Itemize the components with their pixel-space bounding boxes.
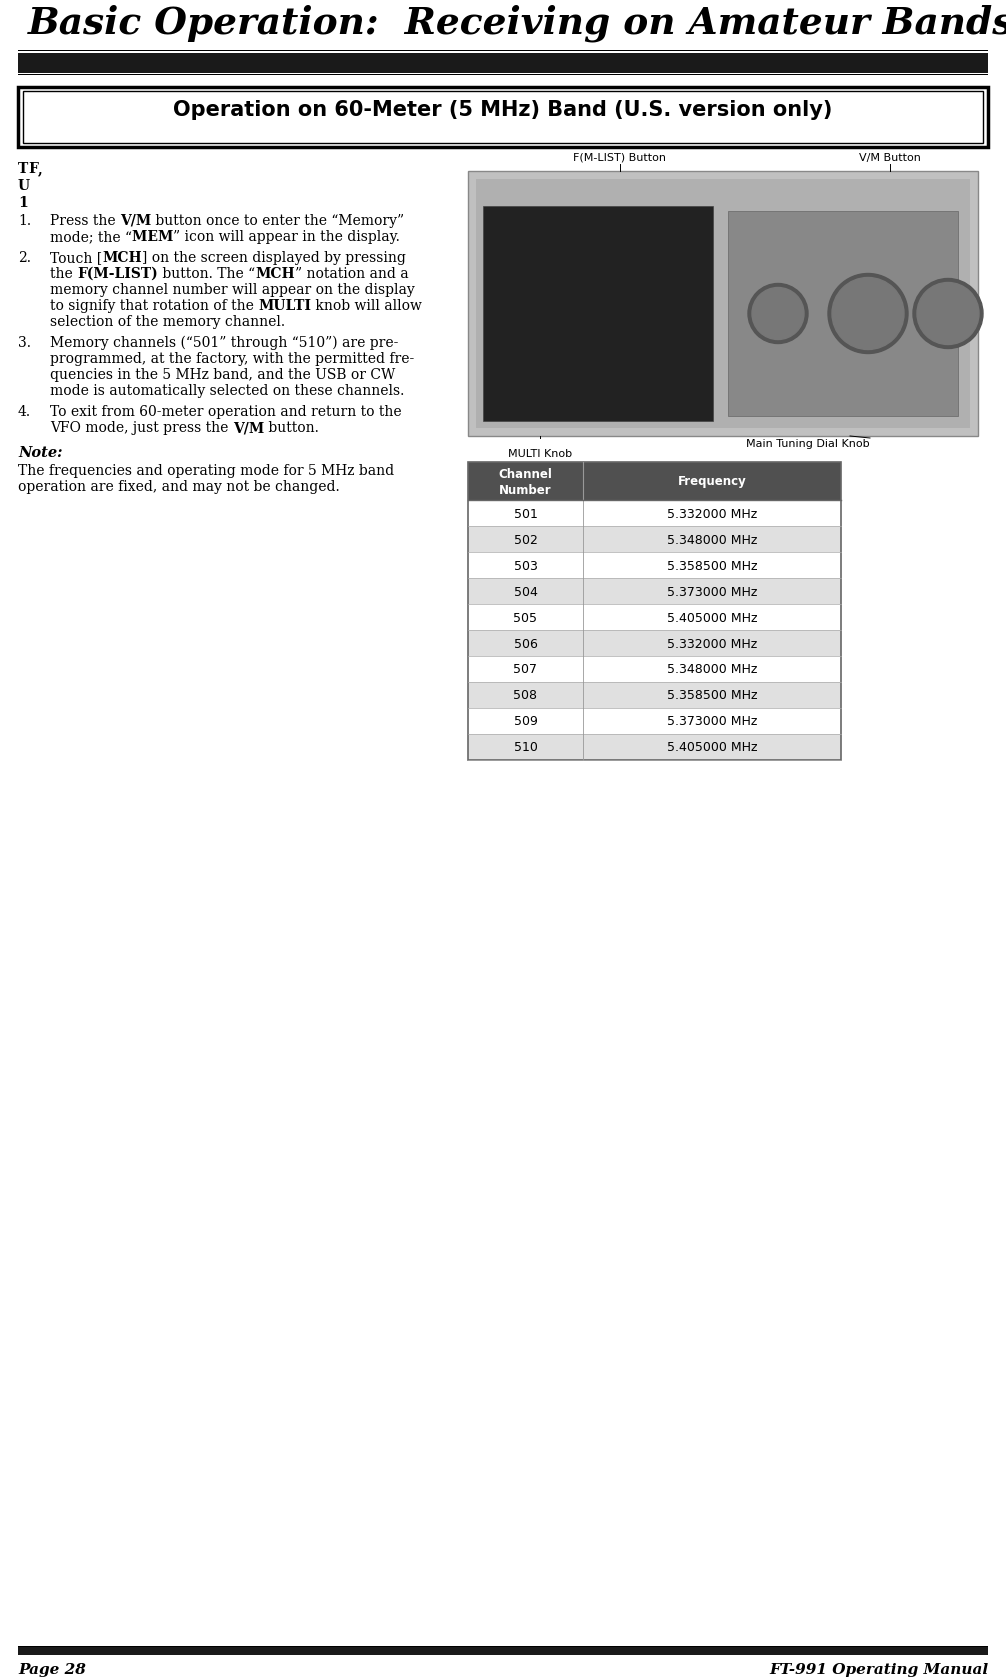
Bar	[468, 578, 841, 605]
Text: 5.405000 MHz: 5.405000 MHz	[667, 612, 758, 625]
Text: to signify that rotation of the: to signify that rotation of the	[50, 299, 259, 312]
Text: T: T	[18, 161, 28, 176]
Text: operation are fixed, and may not be changed.: operation are fixed, and may not be chan…	[18, 480, 340, 494]
Text: knob will allow: knob will allow	[311, 299, 423, 312]
Text: button once to enter the “Memory”: button once to enter the “Memory”	[151, 213, 404, 228]
Text: Operation on 60-Meter (5 MHz) Band (U.S. version only): Operation on 60-Meter (5 MHz) Band (U.S.…	[173, 99, 833, 119]
Bar	[468, 605, 841, 630]
Bar	[468, 682, 841, 709]
Text: FT-991 Operating Manual: FT-991 Operating Manual	[769, 1662, 988, 1677]
Text: 3.: 3.	[18, 336, 31, 349]
Text: 504: 504	[513, 585, 537, 598]
Text: Memory channels (“501” through “510”) are pre-: Memory channels (“501” through “510”) ar…	[50, 336, 398, 349]
Text: 5.405000 MHz: 5.405000 MHz	[667, 741, 758, 754]
Text: ,: ,	[38, 161, 43, 176]
Text: MCH: MCH	[255, 267, 295, 281]
Text: ] on the screen displayed by pressing: ] on the screen displayed by pressing	[142, 250, 405, 265]
Text: Note:: Note:	[18, 445, 62, 460]
Text: 1.: 1.	[18, 213, 31, 228]
Text: F(M-LIST): F(M-LIST)	[77, 267, 158, 281]
Text: ” notation and a: ” notation and a	[295, 267, 408, 281]
Bar	[468, 528, 841, 553]
Text: V/M: V/M	[232, 420, 264, 435]
Text: Channel
Number: Channel Number	[499, 467, 552, 496]
Text: To exit from 60-meter operation and return to the: To exit from 60-meter operation and retu…	[50, 405, 401, 418]
Text: quencies in the 5 MHz band, and the USB or CW: quencies in the 5 MHz band, and the USB …	[50, 368, 395, 381]
Text: 2.: 2.	[18, 250, 31, 265]
Text: programmed, at the factory, with the permitted fre-: programmed, at the factory, with the per…	[50, 351, 414, 366]
Text: 506: 506	[513, 637, 537, 650]
Text: mode; the “: mode; the “	[50, 230, 132, 244]
Text: 503: 503	[513, 559, 537, 573]
Text: Main Tuning Dial Knob: Main Tuning Dial Knob	[746, 438, 870, 449]
Text: F(M-LIST) Button: F(M-LIST) Button	[573, 153, 667, 163]
Text: 5.332000 MHz: 5.332000 MHz	[667, 507, 758, 521]
Text: 5.348000 MHz: 5.348000 MHz	[667, 664, 758, 675]
Text: The frequencies and operating mode for 5 MHz band: The frequencies and operating mode for 5…	[18, 464, 394, 477]
Text: 510: 510	[513, 741, 537, 754]
Text: 1: 1	[18, 197, 28, 210]
Text: memory channel number will appear on the display: memory channel number will appear on the…	[50, 282, 414, 297]
Text: Page 28: Page 28	[18, 1662, 86, 1677]
Circle shape	[913, 279, 983, 349]
Text: 4.: 4.	[18, 405, 31, 418]
Bar	[468, 553, 841, 578]
Bar	[468, 630, 841, 657]
Bar	[18, 1646, 988, 1655]
Text: Basic Operation:  Receiving on Amateur Bands: Basic Operation: Receiving on Amateur Ba…	[28, 5, 1006, 42]
Text: MULTI Knob: MULTI Knob	[508, 449, 572, 459]
Text: 5.373000 MHz: 5.373000 MHz	[667, 585, 758, 598]
Bar	[468, 462, 841, 501]
Text: 5.373000 MHz: 5.373000 MHz	[667, 716, 758, 727]
Text: 5.358500 MHz: 5.358500 MHz	[667, 559, 758, 573]
Bar	[476, 180, 970, 428]
Bar	[468, 171, 978, 437]
Text: Frequency: Frequency	[678, 475, 746, 489]
Text: 5.358500 MHz: 5.358500 MHz	[667, 689, 758, 702]
Bar	[23, 92, 983, 144]
Text: button. The “: button. The “	[158, 267, 255, 281]
Text: U: U	[18, 178, 30, 193]
Text: 5.348000 MHz: 5.348000 MHz	[667, 533, 758, 546]
Text: V/M Button: V/M Button	[859, 153, 920, 163]
Bar	[468, 734, 841, 761]
Circle shape	[917, 284, 979, 346]
Text: MULTI: MULTI	[259, 299, 311, 312]
Bar	[468, 501, 841, 528]
Text: F: F	[28, 161, 38, 176]
Text: button.: button.	[264, 420, 319, 435]
Circle shape	[832, 279, 904, 351]
Bar	[18, 54, 988, 74]
Text: Touch [: Touch [	[50, 250, 103, 265]
Text: MCH: MCH	[103, 250, 142, 265]
Bar	[483, 207, 713, 422]
Text: selection of the memory channel.: selection of the memory channel.	[50, 314, 285, 329]
Bar	[468, 709, 841, 734]
Text: ​MEM: ​MEM	[132, 230, 173, 244]
Text: mode is automatically selected on these channels.: mode is automatically selected on these …	[50, 383, 404, 398]
Text: 502: 502	[513, 533, 537, 546]
Circle shape	[828, 274, 908, 354]
Text: 507: 507	[513, 664, 537, 675]
Bar	[18, 87, 988, 148]
Bar	[468, 657, 841, 682]
Text: VFO mode, just press the: VFO mode, just press the	[50, 420, 232, 435]
Text: 505: 505	[513, 612, 537, 625]
Text: V/M: V/M	[120, 213, 151, 228]
Circle shape	[748, 284, 808, 344]
Text: the: the	[50, 267, 77, 281]
Text: 508: 508	[513, 689, 537, 702]
Text: Press the: Press the	[50, 213, 120, 228]
Circle shape	[752, 289, 804, 341]
Bar	[728, 212, 958, 417]
Text: 501: 501	[513, 507, 537, 521]
Bar	[468, 462, 841, 761]
Text: 509: 509	[513, 716, 537, 727]
Text: 5.332000 MHz: 5.332000 MHz	[667, 637, 758, 650]
Text: ” icon will appear in the display.: ” icon will appear in the display.	[173, 230, 400, 244]
